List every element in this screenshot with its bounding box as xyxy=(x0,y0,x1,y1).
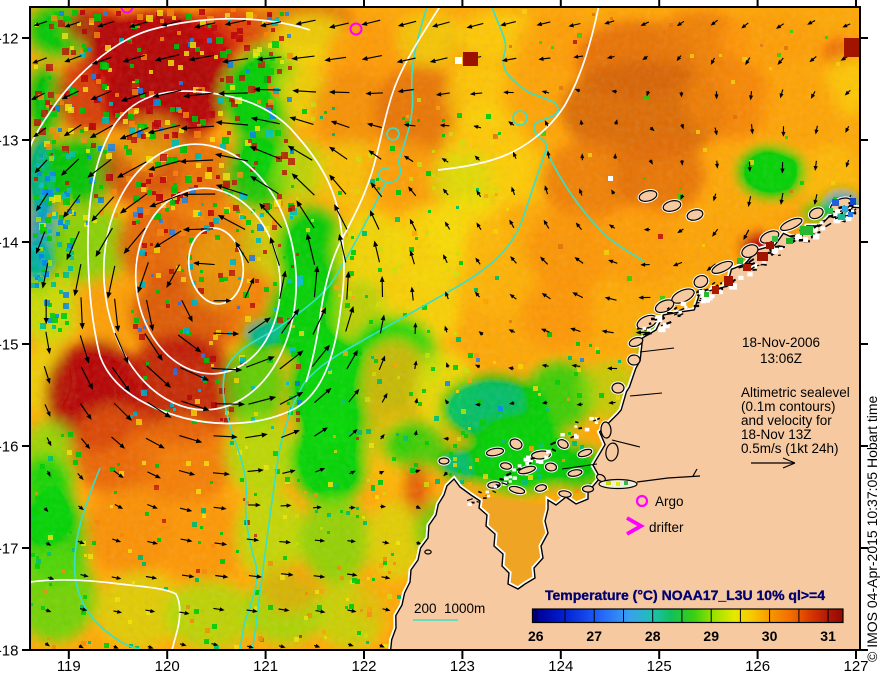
svg-text:126: 126 xyxy=(745,658,770,675)
svg-text:-12: -12 xyxy=(0,31,19,48)
svg-text:122: 122 xyxy=(351,658,376,675)
svg-text:29: 29 xyxy=(703,628,719,644)
svg-text:0.5m/s (1kt 24h): 0.5m/s (1kt 24h) xyxy=(741,441,839,456)
svg-text:121: 121 xyxy=(253,658,278,675)
svg-text:-16: -16 xyxy=(0,439,19,456)
svg-text:-18: -18 xyxy=(0,643,19,660)
svg-text:18-Nov-2006: 18-Nov-2006 xyxy=(742,335,820,350)
svg-text:31: 31 xyxy=(820,628,836,644)
svg-text:-13: -13 xyxy=(0,133,19,150)
svg-text:28: 28 xyxy=(645,628,661,644)
svg-text:18-Nov 13Z: 18-Nov 13Z xyxy=(741,427,812,442)
svg-text:and velocity for: and velocity for xyxy=(741,413,832,428)
svg-text:26: 26 xyxy=(528,628,544,644)
svg-text:127: 127 xyxy=(843,658,868,675)
svg-text:-15: -15 xyxy=(0,337,19,354)
svg-text:© IMOS 04-Apr-2015 10:37:05 Ho: © IMOS 04-Apr-2015 10:37:05 Hobart time xyxy=(864,395,880,662)
svg-text:(0.1m contours): (0.1m contours) xyxy=(741,399,836,414)
svg-text:200 1000m: 200 1000m xyxy=(414,601,485,616)
svg-text:drifter: drifter xyxy=(649,520,684,535)
svg-text:120: 120 xyxy=(155,658,180,675)
svg-text:125: 125 xyxy=(647,658,672,675)
svg-text:-17: -17 xyxy=(0,541,19,558)
svg-text:13:06Z: 13:06Z xyxy=(760,351,802,366)
svg-text:Argo: Argo xyxy=(655,494,684,509)
svg-text:124: 124 xyxy=(548,658,573,675)
svg-text:Altimetric sealevel: Altimetric sealevel xyxy=(741,385,850,400)
svg-text:-14: -14 xyxy=(0,235,19,252)
svg-text:Temperature (°C) NOAA17_L3U 10: Temperature (°C) NOAA17_L3U 10% ql>=4 xyxy=(545,587,825,603)
svg-text:119: 119 xyxy=(57,658,81,675)
svg-text:123: 123 xyxy=(450,658,475,675)
svg-text:27: 27 xyxy=(586,628,602,644)
svg-text:30: 30 xyxy=(762,628,778,644)
